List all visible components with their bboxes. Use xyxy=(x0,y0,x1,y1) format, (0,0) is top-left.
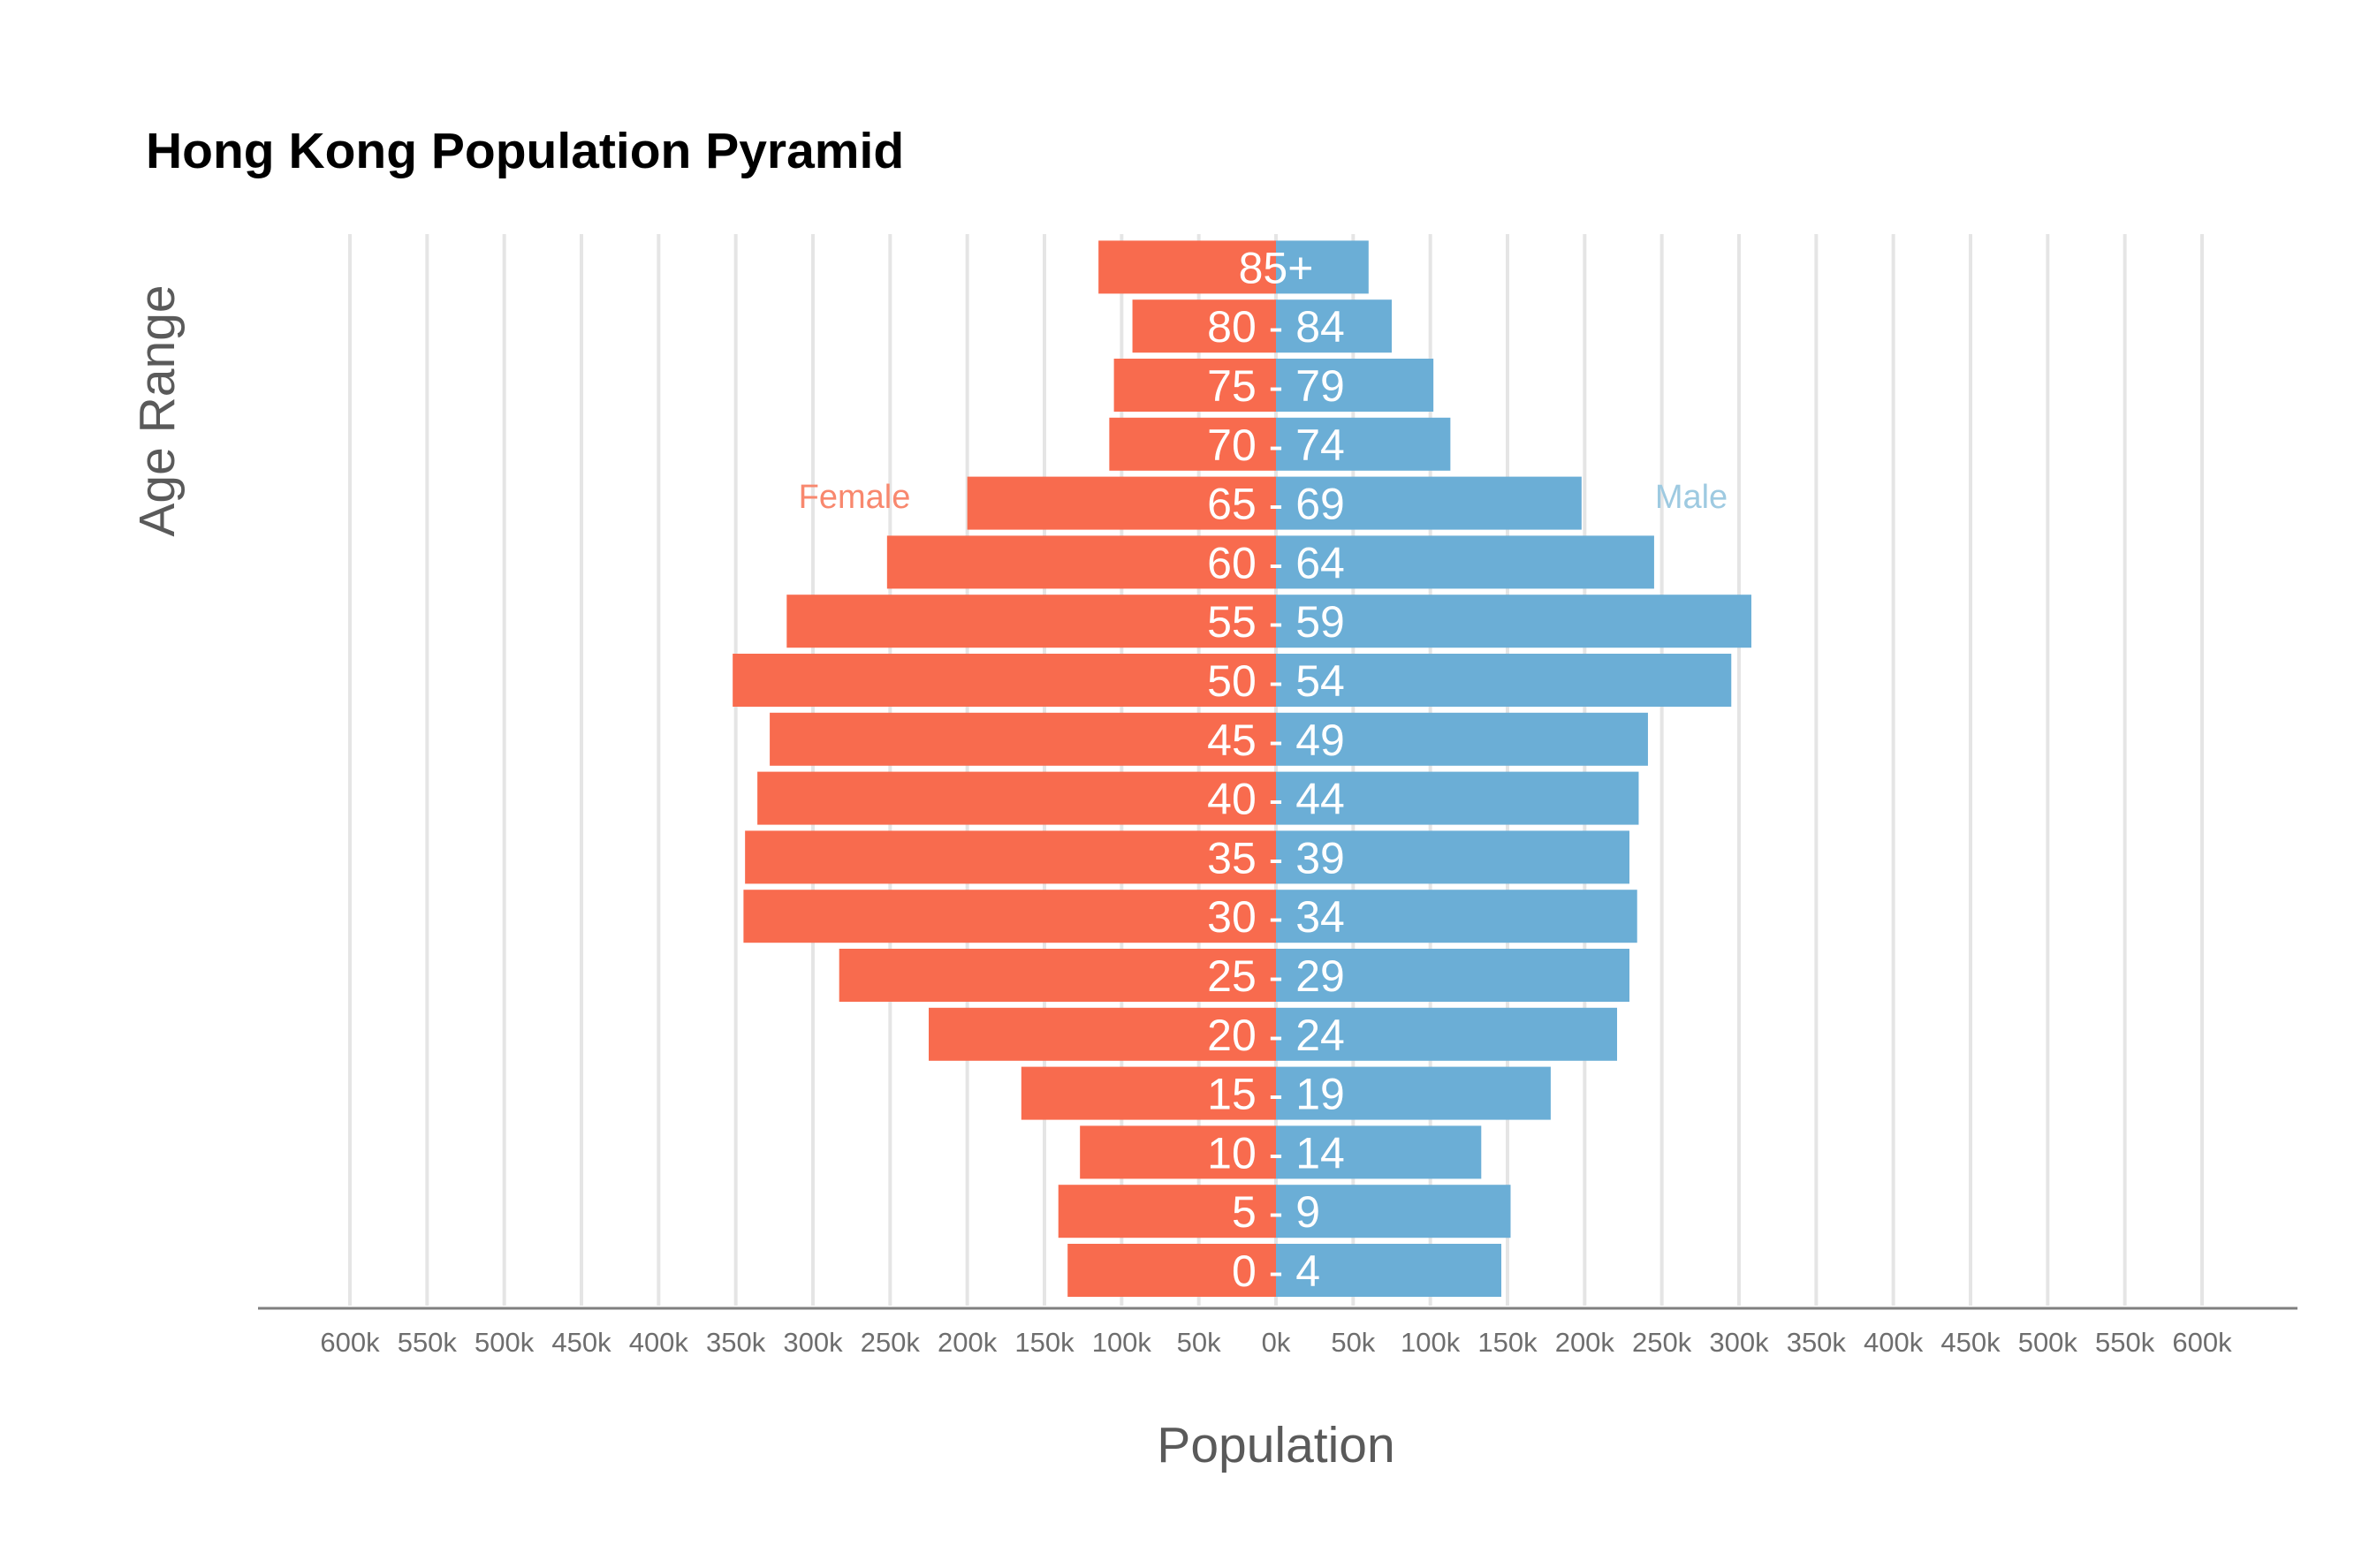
bar-male xyxy=(1276,890,1637,943)
age-label: 0 - 4 xyxy=(1232,1246,1320,1296)
bar-male xyxy=(1276,1125,1482,1179)
bar-female xyxy=(770,712,1276,766)
age-label: 80 - 84 xyxy=(1207,302,1345,352)
y-axis-title: Age Range xyxy=(129,284,186,536)
bar-male xyxy=(1276,1066,1551,1120)
bar-male xyxy=(1276,1244,1502,1297)
bar-female xyxy=(1021,1066,1276,1120)
bar-male xyxy=(1276,1185,1511,1238)
x-tick-labels: 600k 550k 500k 450k 400k 350k 300k 250k 200k 150k… xyxy=(320,1327,2232,1358)
age-label: 75 - 79 xyxy=(1207,361,1345,411)
x-tick-label: 350k xyxy=(1787,1327,1847,1358)
bar-female xyxy=(733,654,1276,707)
bar-male xyxy=(1276,240,1369,294)
x-tick-label: 350k xyxy=(706,1327,766,1358)
age-label: 10 - 14 xyxy=(1207,1128,1345,1178)
bar-male xyxy=(1276,417,1451,471)
x-tick-label: 300k xyxy=(1709,1327,1769,1358)
bar-female xyxy=(1132,299,1276,353)
x-tick-label: 600k xyxy=(320,1327,380,1358)
x-tick-label: 400k xyxy=(629,1327,689,1358)
bar-female xyxy=(743,890,1276,943)
bar-female xyxy=(1109,417,1276,471)
bar-female xyxy=(1098,240,1276,294)
bar-female xyxy=(1067,1244,1276,1297)
bar-male xyxy=(1276,654,1732,707)
age-label: 70 - 74 xyxy=(1207,420,1345,470)
age-labels: 0 - 4 5 - 9 10 - 14 15 - 19 20 - 24 25 - 29 30… xyxy=(1207,243,1345,1296)
x-tick-label: 400k xyxy=(1864,1327,1924,1358)
age-label: 65 - 69 xyxy=(1207,480,1345,529)
x-tick-label: 500k xyxy=(475,1327,535,1358)
x-tick-label: 100k xyxy=(1092,1327,1152,1358)
x-tick-label: 450k xyxy=(1940,1327,2001,1358)
x-tick-label: 50k xyxy=(1331,1327,1375,1358)
bar-female xyxy=(886,535,1276,589)
bar-male xyxy=(1276,595,1751,648)
bar-female xyxy=(1080,1125,1276,1179)
x-tick-label: 150k xyxy=(1014,1327,1075,1358)
age-label: 60 - 64 xyxy=(1207,538,1345,587)
bar-female xyxy=(967,476,1276,530)
bar-male xyxy=(1276,359,1434,412)
x-tick-label: 600k xyxy=(2172,1327,2232,1358)
bar-male xyxy=(1276,949,1629,1002)
x-axis-title: Population xyxy=(1157,1417,1394,1473)
series-annotations: Female Male xyxy=(799,479,1728,516)
x-tick-label: 300k xyxy=(783,1327,843,1358)
x-tick-label: 200k xyxy=(1555,1327,1615,1358)
bar-male xyxy=(1276,830,1629,884)
x-tick-label: 500k xyxy=(2018,1327,2078,1358)
bar-female xyxy=(839,949,1276,1002)
age-label: 50 - 54 xyxy=(1207,656,1345,706)
age-label: 20 - 24 xyxy=(1207,1011,1345,1060)
bar-male xyxy=(1276,476,1582,530)
age-label: 85+ xyxy=(1239,243,1314,292)
bars xyxy=(733,240,1751,1297)
chart-title: Hong Kong Population Pyramid xyxy=(146,123,904,179)
x-tick-label: 50k xyxy=(1177,1327,1221,1358)
age-label: 45 - 49 xyxy=(1207,716,1345,765)
age-label: 35 - 39 xyxy=(1207,833,1345,882)
age-label: 40 - 44 xyxy=(1207,775,1345,824)
age-label: 5 - 9 xyxy=(1232,1187,1320,1237)
female-annotation: Female xyxy=(799,479,911,516)
x-tick-label: 250k xyxy=(1632,1327,1692,1358)
age-label: 55 - 59 xyxy=(1207,597,1345,647)
bar-male xyxy=(1276,712,1648,766)
bar-female xyxy=(1058,1185,1276,1238)
x-tick-label: 100k xyxy=(1401,1327,1461,1358)
bar-female xyxy=(757,771,1276,825)
x-tick-label: 200k xyxy=(938,1327,998,1358)
age-label: 25 - 29 xyxy=(1207,951,1345,1001)
male-annotation: Male xyxy=(1655,479,1728,516)
x-tick-label: 0k xyxy=(1262,1327,1291,1358)
x-tick-label: 550k xyxy=(2095,1327,2155,1358)
age-label: 15 - 19 xyxy=(1207,1070,1345,1119)
bar-female xyxy=(786,595,1276,648)
bar-male xyxy=(1276,771,1639,825)
x-tick-label: 150k xyxy=(1477,1327,1538,1358)
bar-female xyxy=(929,1007,1276,1061)
bar-male xyxy=(1276,1007,1618,1061)
bar-male xyxy=(1276,535,1654,589)
bar-male xyxy=(1276,299,1392,353)
x-tick-label: 250k xyxy=(861,1327,921,1358)
bar-female xyxy=(1113,359,1276,412)
age-label: 30 - 34 xyxy=(1207,892,1345,942)
x-tick-label: 450k xyxy=(551,1327,611,1358)
x-tick-label: 550k xyxy=(398,1327,458,1358)
bar-female xyxy=(745,830,1276,884)
